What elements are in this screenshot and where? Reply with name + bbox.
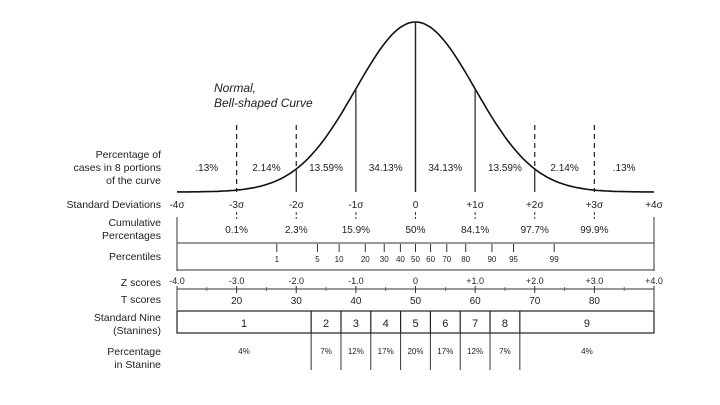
percentile-label: 50 (411, 255, 420, 264)
stanine-percentage: 4% (581, 347, 593, 356)
stanine-percentage: 7% (320, 347, 332, 356)
sd-tick-label: +4σ (645, 200, 663, 211)
portion-percentage: .13% (613, 163, 636, 174)
stanine-percentage: 12% (467, 347, 483, 356)
z-score-label: +1.0 (466, 276, 484, 286)
portion-percentage: 13.59% (309, 163, 343, 174)
cumulative-label: 99.9% (580, 225, 608, 236)
t-score-label: 80 (589, 296, 601, 307)
label-stanine-2: (Stanines) (113, 325, 161, 337)
t-score-label: 50 (410, 296, 422, 307)
t-score-label: 70 (529, 296, 541, 307)
scales-layer: -4σ -3σ -2σ -1σ 0 +1σ +2σ +3σ +4σ0.1% 2.3% 15.9% 50… (169, 200, 664, 370)
label-std-dev: Standard Deviations (66, 199, 161, 211)
stanine-number: 7 (472, 318, 478, 330)
percentile-label: 60 (426, 255, 435, 264)
sd-tick-label: +3σ (586, 200, 604, 211)
cumulative-label: 84.1% (461, 225, 489, 236)
sd-tick-label: -1σ (348, 200, 364, 211)
stanine-number: 8 (502, 318, 508, 330)
percentile-label: 70 (442, 255, 451, 264)
stanine-percentage: 17% (378, 347, 394, 356)
z-score-label: -2.0 (288, 276, 304, 286)
stanine-number: 2 (323, 318, 329, 330)
stanine-percentage: 7% (499, 347, 511, 356)
label-z-scores: Z scores (121, 277, 161, 289)
stanine-number: 4 (383, 318, 389, 330)
portion-percentage: 2.14% (252, 163, 280, 174)
portion-percentage: 2.14% (550, 163, 578, 174)
z-score-label: -4.0 (169, 276, 185, 286)
curve-title-line-2: Bell-shaped Curve (214, 96, 313, 110)
percentile-label: 20 (361, 255, 370, 264)
z-score-label: +3.0 (585, 276, 603, 286)
cumulative-label: 50% (405, 225, 425, 236)
t-score-label: 60 (470, 296, 482, 307)
stanine-percentage: 20% (407, 347, 423, 356)
portion-percentage: 13.59% (488, 163, 522, 174)
percentile-label: 40 (396, 255, 405, 264)
percentile-label: 90 (487, 255, 496, 264)
sd-tick-label: +1σ (466, 200, 484, 211)
label-pct-stanine-2: in Stanine (114, 359, 161, 371)
sd-tick-label: -2σ (289, 200, 305, 211)
stanine-number: 1 (241, 318, 247, 330)
percentile-label: 95 (509, 255, 518, 264)
t-score-label: 40 (350, 296, 362, 307)
z-score-label: 0 (413, 276, 418, 286)
cumulative-label: 15.9% (342, 225, 370, 236)
label-percentiles: Percentiles (109, 251, 161, 263)
stanine-number: 5 (412, 318, 418, 330)
label-pct-cases-3: of the curve (106, 175, 161, 187)
t-score-label: 30 (291, 296, 303, 307)
cumulative-label: 0.1% (225, 225, 248, 236)
z-score-label: +2.0 (526, 276, 544, 286)
portion-percentage: 34.13% (428, 163, 462, 174)
z-score-label: -3.0 (229, 276, 245, 286)
sd-tick-label: 0 (413, 200, 419, 211)
t-score-label: 20 (231, 296, 243, 307)
label-pct-cases-1: Percentage of (96, 149, 161, 161)
stanine-percentage: 12% (348, 347, 364, 356)
curve-title-line-1: Normal, (214, 81, 256, 95)
percentile-label: 30 (380, 255, 389, 264)
label-pct-cases-2: cases in 8 portions (73, 162, 161, 174)
stanine-percentage: 17% (437, 347, 453, 356)
stanine-number: 6 (442, 318, 448, 330)
stanine-number: 3 (353, 318, 359, 330)
stanine-percentage: 4% (238, 347, 250, 356)
stanine-number: 9 (584, 318, 590, 330)
cumulative-label: 2.3% (285, 225, 308, 236)
portion-percentage: .13% (195, 163, 218, 174)
percentile-label: 10 (335, 255, 344, 264)
label-pct-stanine-1: Percentage (107, 346, 161, 358)
label-stanine-1: Standard Nine (94, 312, 161, 324)
z-score-label: -1.0 (348, 276, 364, 286)
cumulative-label: 97.7% (521, 225, 549, 236)
percentile-label: 1 (275, 255, 280, 264)
percentile-label: 99 (550, 255, 559, 264)
percentile-label: 80 (461, 255, 470, 264)
sd-tick-label: -4σ (169, 200, 185, 211)
label-cumulative-2: Percentages (102, 230, 161, 242)
portion-percentage: 34.13% (369, 163, 403, 174)
z-score-label: +4.0 (645, 276, 663, 286)
sd-tick-label: +2σ (526, 200, 544, 211)
label-t-scores: T scores (121, 294, 161, 306)
percentile-label: 5 (315, 255, 320, 264)
label-cumulative-1: Cumulative (108, 217, 161, 229)
stanine-frame (176, 310, 655, 334)
sd-tick-label: -3σ (229, 200, 245, 211)
curve-layer: .13% 2.14% 13.59% 34.13% 34.13% 13.59% 2.14% .1… (177, 21, 654, 193)
